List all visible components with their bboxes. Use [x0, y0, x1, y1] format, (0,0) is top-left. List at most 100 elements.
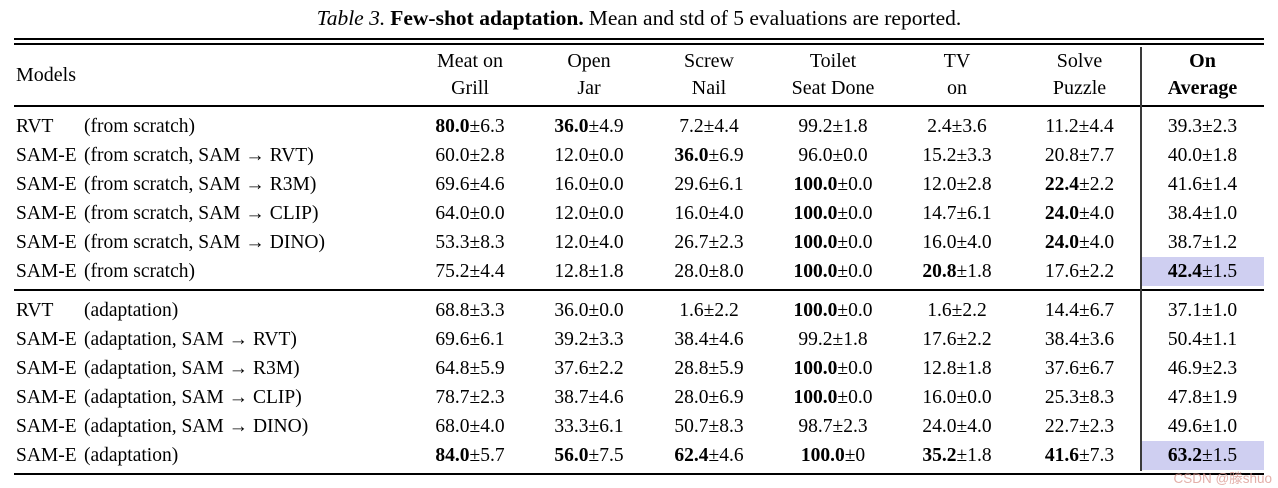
model-cell: SAM-E (from scratch, SAM → CLIP) — [14, 199, 410, 228]
column-header-line1: Open — [567, 50, 611, 72]
score-cell: 16.0±0.0 — [530, 170, 648, 199]
score-std: ±0.0 — [837, 261, 873, 282]
score-std: ±1.0 — [1202, 203, 1238, 224]
score-std: ±1.5 — [1202, 445, 1238, 466]
score-cell: 39.2±3.3 — [530, 325, 648, 354]
column-header-line1: On — [1189, 50, 1216, 72]
column-header-line2: Puzzle — [1052, 77, 1107, 99]
score-std: ±1.8 — [956, 445, 992, 466]
score-mean: 28.0 — [674, 387, 709, 408]
score-mean: 12.0 — [554, 145, 589, 166]
score-std: ±4.6 — [708, 329, 744, 350]
score-mean: 26.7 — [674, 232, 709, 253]
model-cell: RVT (adaptation) — [14, 296, 410, 325]
score-mean: 12.0 — [554, 232, 589, 253]
score-std: ±1.8 — [956, 261, 992, 282]
score-std: ±2.3 — [1202, 358, 1238, 379]
score-mean: 37.1 — [1167, 300, 1203, 321]
model-variant: (from scratch, SAM → DINO) — [84, 232, 325, 253]
score-mean: 24.0 — [1044, 203, 1080, 224]
score-std: ±0 — [844, 445, 866, 466]
table-row: SAM-E (adaptation, SAM → DINO) 68.0±4.0 33.… — [14, 412, 1264, 441]
model-variant: (adaptation, SAM → DINO) — [84, 416, 309, 437]
score-std: ±4.0 — [956, 232, 992, 253]
score-cell: 68.8±3.3 — [410, 296, 530, 325]
score-mean: 41.6 — [1044, 445, 1080, 466]
score-mean: 68.0 — [435, 416, 470, 437]
score-mean: 38.4 — [1044, 329, 1080, 350]
score-mean: 39.2 — [554, 329, 589, 350]
row-group-2: RVT (adaptation) 68.8±3.3 36.0±0.0 1.6±2.2 10… — [14, 291, 1264, 473]
score-cell: 1.6±2.2 — [648, 296, 770, 325]
score-mean: 20.8 — [922, 261, 957, 282]
average-cell: 42.4±1.5 — [1141, 257, 1264, 286]
model-name: SAM-E — [16, 145, 77, 166]
score-mean: 17.6 — [1044, 261, 1080, 282]
column-header-6: Solve Puzzle — [1018, 48, 1141, 102]
score-std: ±6.1 — [708, 174, 744, 195]
score-cell: 36.0±6.9 — [648, 141, 770, 170]
score-std: ±4.6 — [469, 174, 505, 195]
average-cell: 46.9±2.3 — [1141, 354, 1264, 383]
model-name: SAM-E — [16, 416, 77, 437]
score-mean: 16.0 — [922, 387, 957, 408]
score-mean: 60.0 — [435, 145, 470, 166]
table-row: SAM-E (adaptation, SAM → RVT) 69.6±6.1 39.2… — [14, 325, 1264, 354]
model-variant: (from scratch, SAM → CLIP) — [84, 203, 319, 224]
average-cell: 50.4±1.1 — [1141, 325, 1264, 354]
score-std: ±6.7 — [1079, 300, 1115, 321]
score-std: ±6.1 — [588, 416, 624, 437]
score-mean: 16.0 — [922, 232, 957, 253]
score-cell: 80.0±6.3 — [410, 112, 530, 141]
score-std: ±1.0 — [1202, 300, 1238, 321]
table-row: RVT (from scratch) 80.0±6.3 36.0±4.9 7.2±4.4… — [14, 112, 1264, 141]
score-cell: 14.4±6.7 — [1018, 296, 1141, 325]
model-cell: SAM-E (from scratch, SAM → R3M) — [14, 170, 410, 199]
score-mean: 29.6 — [674, 174, 709, 195]
score-std: ±2.3 — [1079, 416, 1115, 437]
table-row: SAM-E (adaptation, SAM → CLIP) 78.7±2.3 38.… — [14, 383, 1264, 412]
score-mean: 100.0 — [793, 174, 838, 195]
score-std: ±1.2 — [1202, 232, 1238, 253]
score-mean: 68.8 — [435, 300, 470, 321]
score-cell: 12.0±0.0 — [530, 141, 648, 170]
table-header-row: Models Meat on Grill Open Jar Screw Nail Toile… — [14, 45, 1264, 105]
average-cell: 38.4±1.0 — [1141, 199, 1264, 228]
caption-table-label: Table 3. — [316, 6, 386, 30]
average-cell: 41.6±1.4 — [1141, 170, 1264, 199]
score-cell: 50.7±8.3 — [648, 412, 770, 441]
model-cell: SAM-E (from scratch) — [14, 257, 410, 286]
score-mean: 16.0 — [674, 203, 709, 224]
score-cell: 1.6±2.2 — [896, 296, 1018, 325]
score-mean: 56.0 — [554, 445, 589, 466]
score-cell: 38.4±3.6 — [1018, 325, 1141, 354]
model-cell: SAM-E (adaptation) — [14, 441, 410, 470]
average-cell: 49.6±1.0 — [1141, 412, 1264, 441]
score-std: ±4.0 — [469, 416, 505, 437]
score-cell: 2.4±3.6 — [896, 112, 1018, 141]
model-variant: (adaptation, SAM → RVT) — [84, 329, 297, 350]
score-cell: 14.7±6.1 — [896, 199, 1018, 228]
score-cell: 100.0±0.0 — [770, 296, 896, 325]
score-cell: 36.0±4.9 — [530, 112, 648, 141]
score-mean: 100.0 — [793, 387, 838, 408]
score-std: ±1.4 — [1202, 174, 1238, 195]
model-name: SAM-E — [16, 261, 77, 282]
models-column-header: Models — [16, 63, 76, 86]
column-header-line1: TV — [943, 50, 971, 72]
score-mean: 11.2 — [1045, 116, 1079, 137]
model-name: SAM-E — [16, 358, 77, 379]
score-mean: 12.0 — [554, 203, 589, 224]
column-header-line2: Seat Done — [791, 77, 875, 99]
score-mean: 37.6 — [554, 358, 589, 379]
score-cell: 16.0±4.0 — [896, 228, 1018, 257]
score-mean: 24.0 — [1044, 232, 1080, 253]
column-header-line1: Screw — [684, 50, 734, 72]
score-std: ±2.8 — [469, 145, 505, 166]
model-variant: (adaptation, SAM → CLIP) — [84, 387, 302, 408]
score-mean: 63.2 — [1167, 445, 1203, 466]
score-mean: 33.3 — [554, 416, 589, 437]
table-row: SAM-E (from scratch, SAM → CLIP) 64.0±0.0 1… — [14, 199, 1264, 228]
score-std: ±1.1 — [1202, 329, 1238, 350]
score-mean: 41.6 — [1167, 174, 1203, 195]
